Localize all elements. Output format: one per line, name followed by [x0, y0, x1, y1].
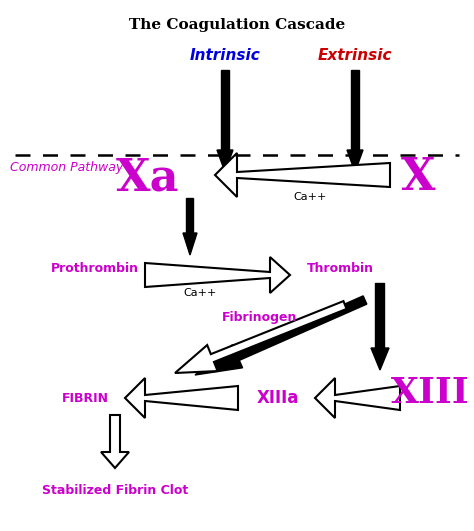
- Text: Intrinsic: Intrinsic: [190, 47, 260, 63]
- Polygon shape: [145, 257, 290, 293]
- Text: Ca++: Ca++: [293, 192, 327, 202]
- Text: Thrombin: Thrombin: [307, 261, 374, 275]
- Polygon shape: [125, 378, 238, 418]
- Polygon shape: [236, 296, 367, 361]
- Text: Stabilized Fibrin Clot: Stabilized Fibrin Clot: [42, 484, 188, 496]
- Text: Common Pathway: Common Pathway: [10, 160, 123, 174]
- Polygon shape: [315, 378, 400, 418]
- Polygon shape: [347, 150, 363, 172]
- Text: FIBRIN: FIBRIN: [62, 391, 109, 405]
- Polygon shape: [351, 70, 359, 150]
- Polygon shape: [215, 153, 390, 197]
- Text: XIII: XIII: [391, 376, 469, 410]
- Polygon shape: [375, 283, 384, 348]
- Polygon shape: [175, 301, 346, 373]
- Polygon shape: [371, 348, 389, 370]
- Text: Xa: Xa: [116, 157, 180, 200]
- Polygon shape: [217, 150, 233, 172]
- Text: Fibrinogen: Fibrinogen: [222, 312, 298, 324]
- Text: Ca++: Ca++: [183, 288, 217, 298]
- Text: Prothrombin: Prothrombin: [51, 261, 139, 275]
- Text: The Coagulation Cascade: The Coagulation Cascade: [129, 18, 345, 32]
- Polygon shape: [195, 345, 243, 375]
- Polygon shape: [183, 233, 197, 255]
- Text: X: X: [401, 157, 435, 200]
- Text: XIIIa: XIIIa: [257, 389, 299, 407]
- Text: Extrinsic: Extrinsic: [318, 47, 392, 63]
- Polygon shape: [186, 198, 193, 233]
- Polygon shape: [221, 70, 229, 150]
- Polygon shape: [101, 415, 129, 468]
